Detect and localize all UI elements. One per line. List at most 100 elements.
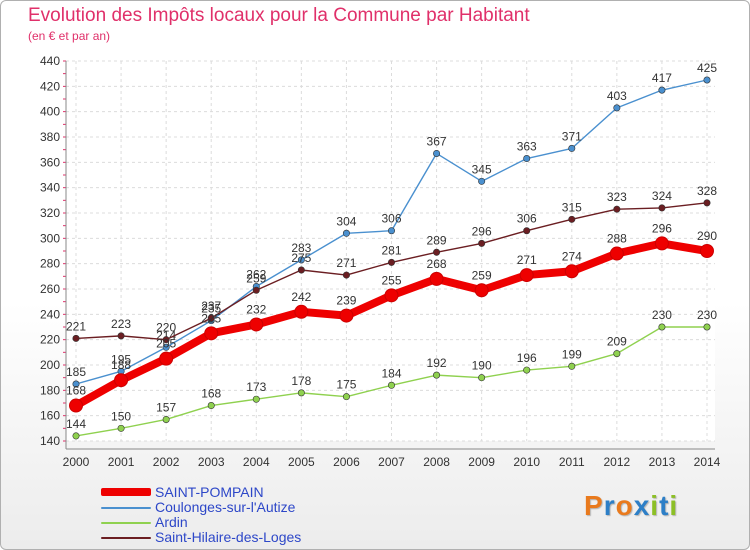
data-point (297, 256, 305, 264)
y-tick-label: 440 (40, 54, 60, 68)
data-label: 230 (697, 308, 717, 322)
data-label: 315 (562, 200, 582, 214)
legend-swatch (101, 507, 151, 509)
data-point (478, 177, 486, 185)
data-label: 275 (291, 251, 311, 265)
y-tick-label: 380 (40, 130, 60, 144)
x-tick-label: 2006 (333, 455, 360, 469)
data-label: 328 (697, 184, 717, 198)
y-tick-label: 140 (40, 434, 60, 448)
data-label: 288 (607, 232, 627, 246)
data-point (613, 104, 621, 112)
data-label: 323 (607, 190, 627, 204)
x-tick-label: 2007 (378, 455, 405, 469)
data-label: 230 (652, 308, 672, 322)
data-point (339, 308, 354, 323)
data-label: 185 (66, 365, 86, 379)
logo-letter: o (615, 490, 634, 521)
data-point (703, 199, 711, 207)
logo-letter: i (669, 490, 679, 521)
data-label: 150 (111, 409, 131, 423)
data-label: 168 (66, 384, 86, 398)
x-tick-label: 2005 (288, 455, 315, 469)
data-point (613, 205, 621, 213)
data-point (523, 227, 531, 235)
y-tick-label: 220 (40, 333, 60, 347)
data-label: 259 (472, 268, 492, 282)
data-label: 175 (336, 378, 356, 392)
data-point (523, 366, 531, 374)
data-label: 192 (427, 356, 447, 370)
data-point (568, 215, 576, 223)
data-label: 205 (156, 337, 176, 351)
y-tick-label: 180 (40, 383, 60, 397)
data-label: 221 (66, 319, 86, 333)
data-point (433, 248, 441, 256)
data-point (207, 402, 215, 410)
data-label: 271 (336, 256, 356, 270)
data-label: 196 (517, 351, 537, 365)
data-label: 296 (472, 224, 492, 238)
x-tick-label: 2010 (513, 455, 540, 469)
data-point (387, 258, 395, 266)
data-label: 225 (201, 311, 221, 325)
data-label: 271 (517, 253, 537, 267)
data-point (72, 432, 80, 440)
data-point (162, 336, 170, 344)
data-label: 223 (111, 317, 131, 331)
data-label: 259 (246, 271, 266, 285)
data-label: 367 (427, 134, 447, 148)
data-label: 281 (381, 243, 401, 257)
data-point (204, 326, 219, 341)
legend-swatch (101, 537, 151, 539)
data-label: 195 (111, 352, 131, 366)
data-label: 324 (652, 189, 672, 203)
legend-swatch (101, 488, 151, 496)
y-tick-label: 260 (40, 282, 60, 296)
x-tick-label: 2004 (243, 455, 270, 469)
legend-swatch (101, 522, 151, 524)
data-point (658, 204, 666, 212)
data-point (433, 371, 441, 379)
data-point (162, 343, 170, 351)
data-label: 239 (336, 294, 356, 308)
data-label: 296 (652, 221, 672, 235)
data-label: 168 (201, 387, 221, 401)
x-tick-label: 2014 (694, 455, 721, 469)
data-point (252, 286, 260, 294)
y-tick-label: 160 (40, 409, 60, 423)
data-label: 290 (697, 229, 717, 243)
data-point (700, 244, 714, 258)
data-point (162, 415, 170, 423)
data-point (252, 395, 260, 403)
data-label: 157 (156, 400, 176, 414)
data-label: 262 (246, 267, 266, 281)
data-point (207, 314, 215, 322)
data-label: 425 (697, 61, 717, 75)
legend-label: Ardin (155, 514, 188, 530)
data-label: 220 (156, 321, 176, 335)
data-label: 417 (652, 71, 672, 85)
data-label: 289 (427, 233, 447, 247)
data-label: 242 (291, 290, 311, 304)
data-point (342, 229, 350, 237)
logo-letter: P (584, 490, 604, 521)
y-tick-label: 340 (40, 181, 60, 195)
data-point (249, 317, 264, 332)
data-point (342, 271, 350, 279)
y-tick-label: 420 (40, 79, 60, 93)
data-point (609, 246, 624, 261)
logo-letter: i (650, 490, 660, 521)
data-point (387, 381, 395, 389)
legend-label: Coulonges-sur-l'Autize (155, 499, 296, 515)
data-label: 306 (381, 212, 401, 226)
data-point (117, 332, 125, 340)
data-point (523, 155, 531, 163)
data-label: 235 (201, 302, 221, 316)
data-label: 178 (291, 374, 311, 388)
x-tick-label: 2002 (153, 455, 180, 469)
data-point (613, 350, 621, 358)
x-tick-label: 2012 (604, 455, 631, 469)
legend-label: Saint-Hilaire-des-Loges (155, 529, 302, 545)
